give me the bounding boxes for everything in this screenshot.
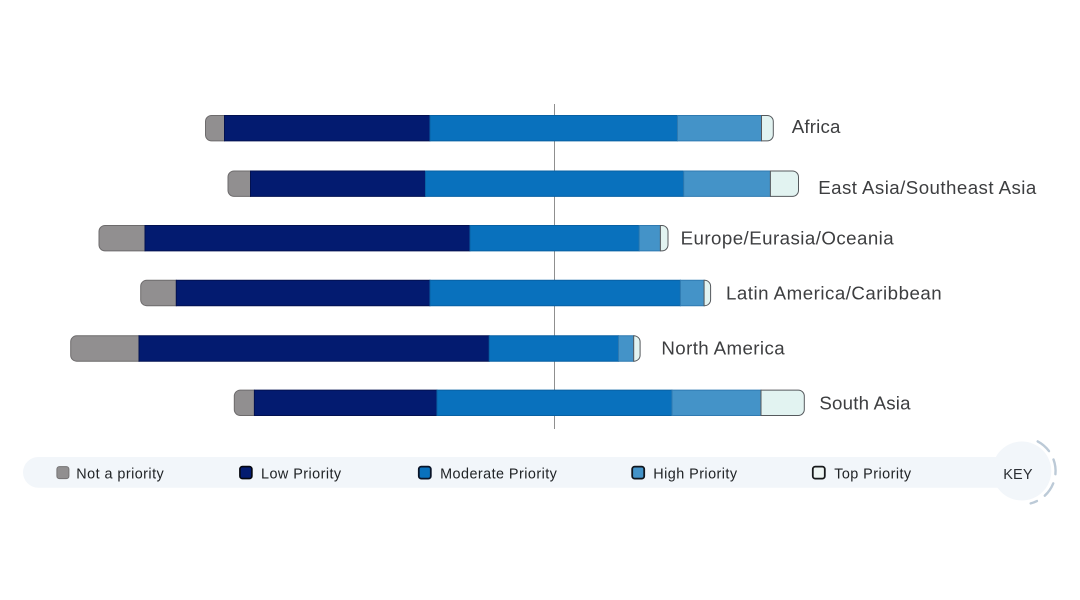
svg-text:Africa: Africa <box>792 116 841 137</box>
svg-text:East Asia/Southeast Asia: East Asia/Southeast Asia <box>818 177 1037 198</box>
svg-text:South Asia: South Asia <box>819 392 911 413</box>
svg-text:KEY: KEY <box>1003 467 1033 483</box>
svg-text:North America: North America <box>661 337 785 358</box>
svg-text:Not a priority: Not a priority <box>76 466 164 482</box>
svg-text:High Priority: High Priority <box>653 466 738 482</box>
svg-text:Latin America/Caribbean: Latin America/Caribbean <box>726 283 942 304</box>
svg-text:Moderate Priority: Moderate Priority <box>440 466 558 482</box>
svg-text:Top Priority: Top Priority <box>834 466 912 482</box>
svg-text:Europe/Eurasia/Oceania: Europe/Eurasia/Oceania <box>681 227 895 248</box>
svg-text:Low Priority: Low Priority <box>261 466 342 482</box>
